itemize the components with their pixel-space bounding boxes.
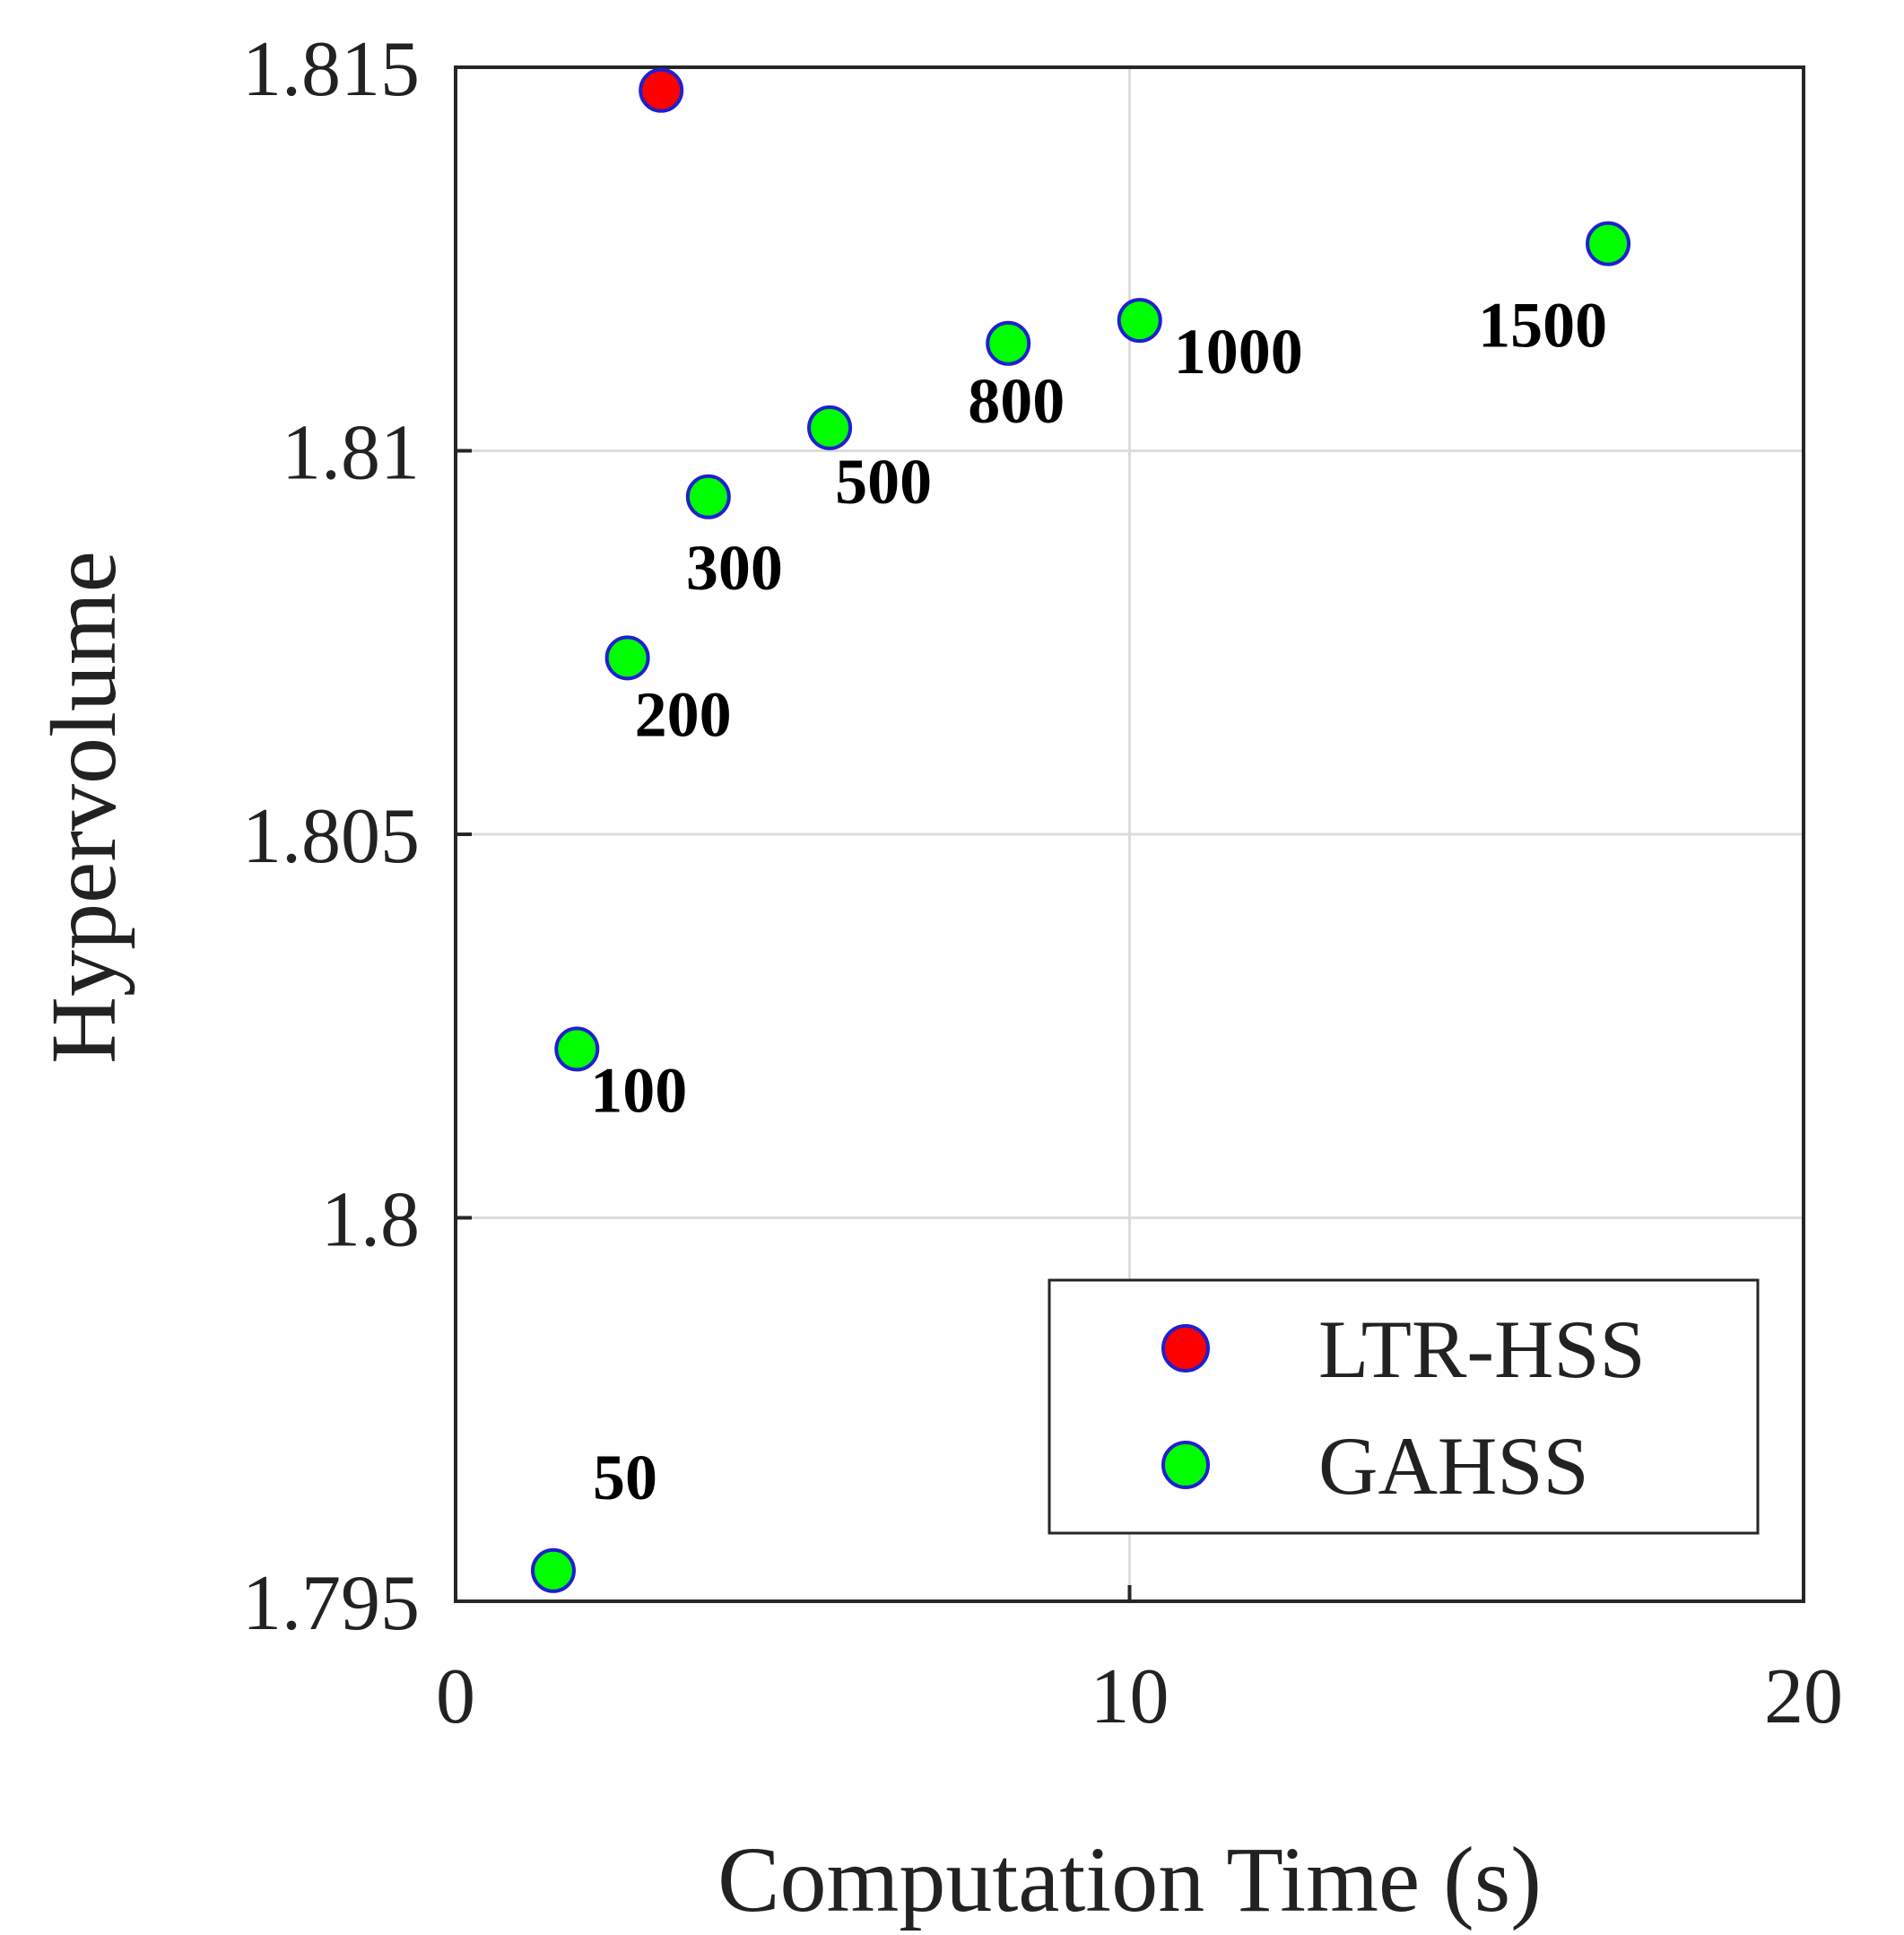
data-point-gahss [554,1026,600,1072]
x-tick-label: 0 [436,1653,475,1740]
x-tick-label: 10 [1091,1653,1169,1740]
point-label: 500 [835,446,932,518]
point-label: 200 [635,678,732,750]
data-point-gahss [1586,221,1631,266]
point-label: 1000 [1174,316,1303,388]
point-label: 300 [686,532,783,604]
data-point-gahss [1117,298,1162,344]
y-tick-labels: 1.795 1.8 1.805 1.81 1.815 [242,26,420,1647]
y-tick-label: 1.805 [242,793,420,880]
legend-label-gahss: GAHSS [1318,1420,1589,1512]
legend-marker-ltr-hss [1161,1324,1210,1373]
data-point-gahss [685,474,731,519]
x-tick-labels: 0 10 20 [436,1653,1843,1740]
point-label: 1500 [1478,290,1607,362]
x-tick-label: 20 [1764,1653,1843,1740]
point-label: 800 [968,365,1065,437]
data-point-gahss [807,405,853,450]
y-tick-label: 1.795 [242,1560,420,1647]
legend-box [1048,1278,1760,1535]
y-tick-label: 1.8 [321,1177,420,1264]
y-tick-label: 1.81 [282,410,420,497]
axis-ticks [454,65,1805,1603]
y-tick-label: 1.815 [242,26,420,113]
legend: LTR-HSS GAHSS [1048,1278,1760,1535]
legend-marker-gahss [1161,1441,1210,1489]
point-label: 50 [593,1442,657,1513]
data-points [530,67,1631,1593]
point-label: 100 [590,1054,687,1126]
y-axis-title: Hypervolume [32,551,135,1064]
data-point-gahss [530,1547,576,1593]
data-point-ltr-hss [639,67,684,113]
data-point-gahss [604,635,650,681]
legend-label-ltr-hss: LTR-HSS [1318,1303,1646,1395]
point-labels: 50 100 200 300 500 800 1000 1500 [590,290,1607,1513]
x-axis-title: Computation Time (s) [717,1828,1542,1931]
data-point-gahss [986,320,1031,366]
